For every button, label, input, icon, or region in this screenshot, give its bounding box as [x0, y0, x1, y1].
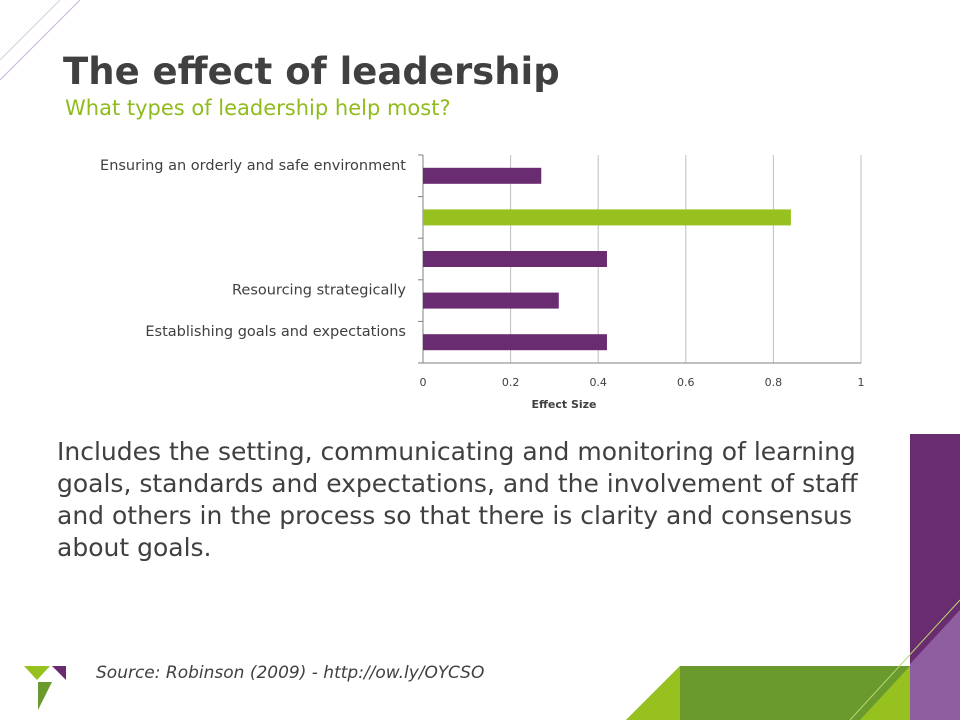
category-label: Establishing goals and expectations — [145, 324, 406, 340]
x-tick-label: 0.8 — [765, 376, 783, 389]
purple-side-block — [910, 434, 960, 664]
decor-line — [0, 0, 81, 81]
category-label: Ensuring an orderly and safe environment — [100, 158, 406, 174]
decor-line — [0, 0, 61, 61]
x-tick-label: 0.4 — [589, 376, 607, 389]
body-paragraph: Includes the setting, communicating and … — [57, 437, 858, 562]
x-tick-label: 0.6 — [677, 376, 695, 389]
bar-3 — [423, 292, 559, 309]
x-tick-label: 1 — [858, 376, 865, 389]
logo — [24, 666, 66, 710]
x-axis-title: Effect Size — [531, 398, 596, 411]
effect-size-bar-chart: Ensuring an orderly and safe environment… — [100, 154, 865, 411]
green-corner-triangle — [860, 666, 910, 720]
slide-title: The effect of leadership — [63, 50, 560, 93]
bar-2 — [423, 251, 607, 267]
x-tick-label: 0 — [420, 376, 427, 389]
bar-4 — [423, 334, 607, 351]
x-tick-label: 0.2 — [502, 376, 520, 389]
slide-subtitle: What types of leadership help most? — [65, 96, 451, 120]
green-footer-block — [626, 666, 910, 720]
bar-1 — [423, 209, 791, 226]
category-label: Resourcing strategically — [232, 283, 406, 299]
green-triangle — [626, 666, 680, 720]
source-citation: Source: Robinson (2009) - http://ow.ly/O… — [96, 663, 485, 683]
bar-0 — [423, 167, 542, 184]
decor-line — [849, 599, 960, 720]
purple-triangle — [910, 610, 960, 720]
